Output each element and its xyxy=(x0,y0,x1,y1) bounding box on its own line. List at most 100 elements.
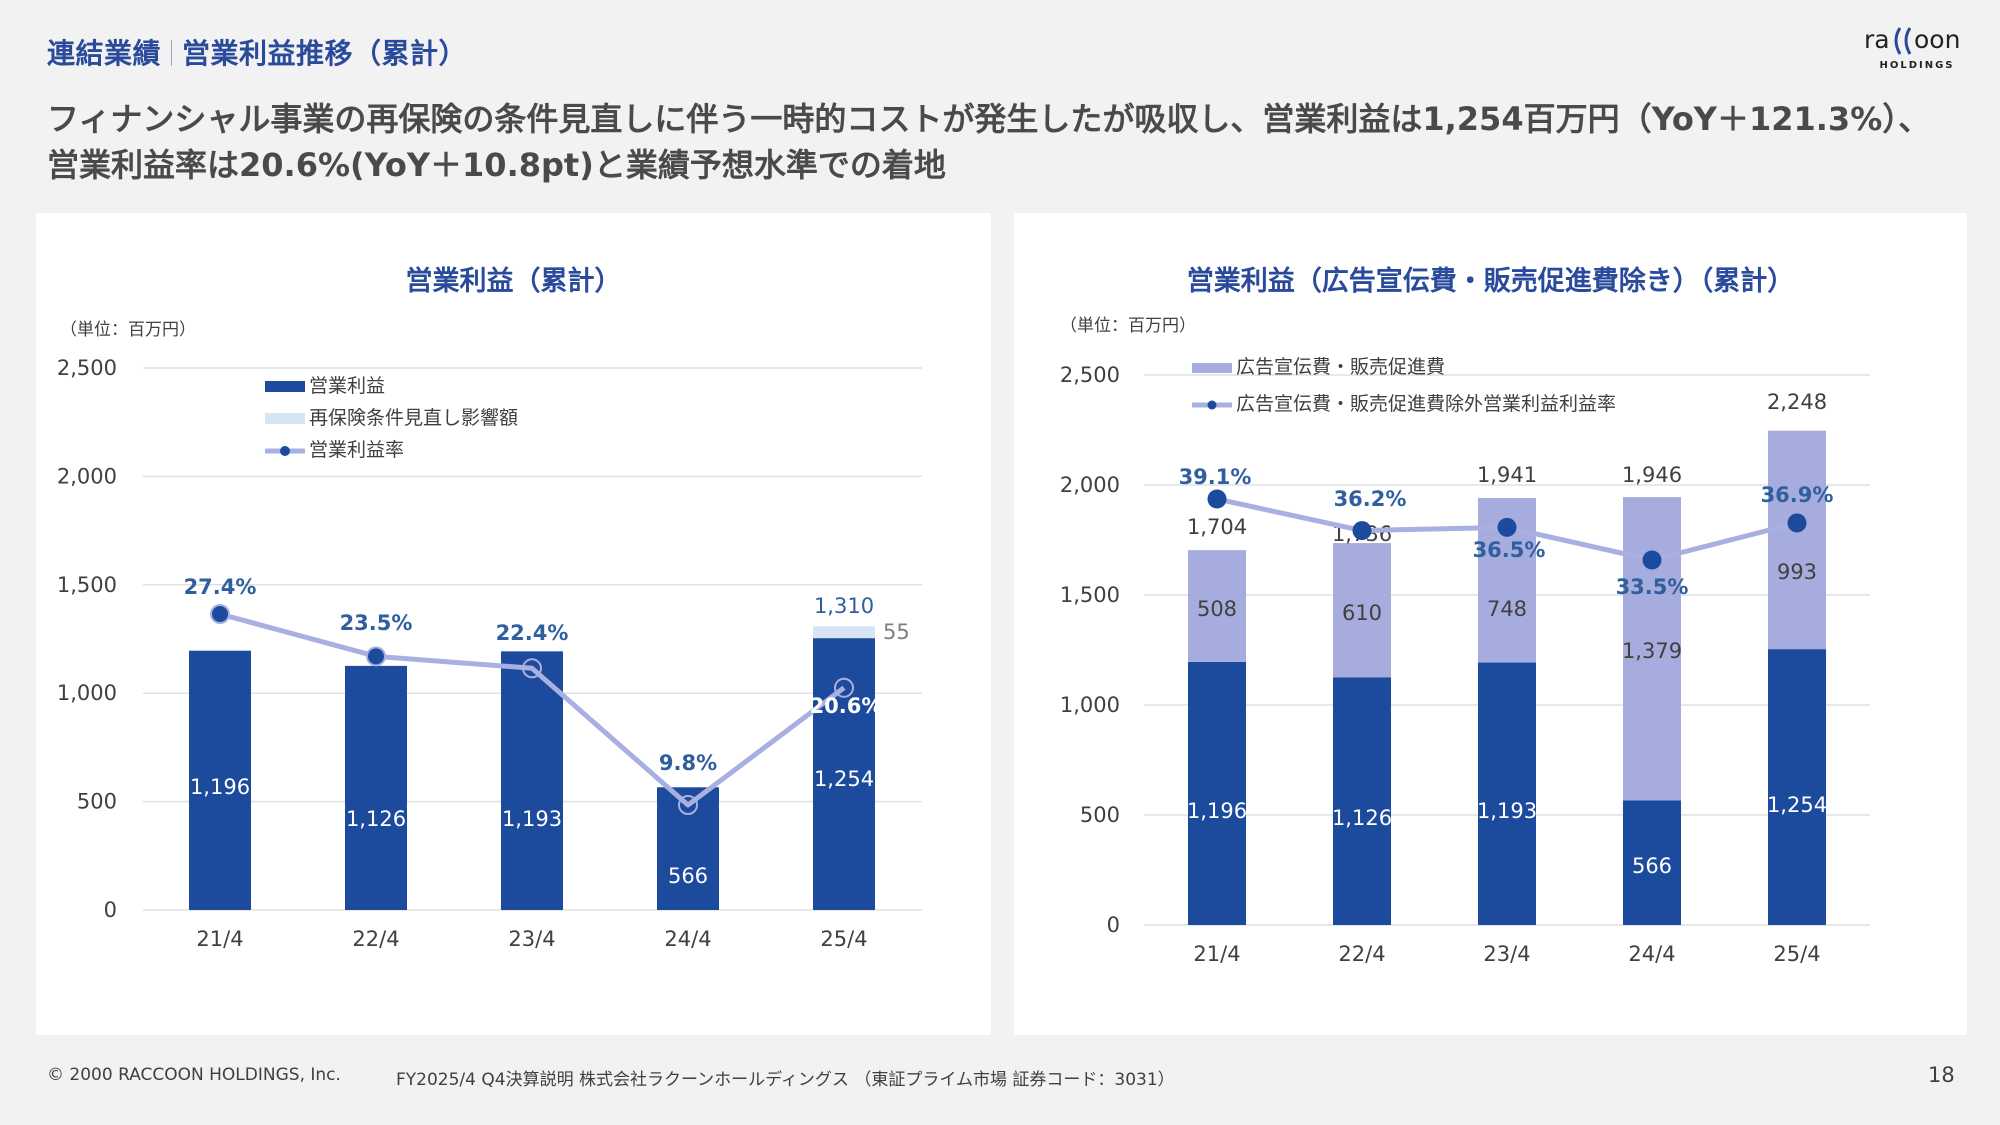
y-tick-label: 2,500 xyxy=(57,356,117,380)
logo-wordmark: ra oon xyxy=(1864,25,1960,55)
x-tick-label: 22/4 xyxy=(1338,942,1385,966)
y-tick-label: 2,000 xyxy=(57,464,117,488)
margin-data-label: 36.5% xyxy=(1473,538,1546,562)
stack-data-label: 508 xyxy=(1197,597,1237,621)
margin-marker xyxy=(522,658,542,679)
total-data-label: 1,946 xyxy=(1622,463,1682,487)
stack-data-label: 55 xyxy=(883,620,910,644)
legend-swatch-ad-cost xyxy=(1192,362,1232,373)
margin-data-label: 20.6% xyxy=(810,694,883,718)
footer-copyright: © 2000 RACCOON HOLDINGS, Inc. xyxy=(47,1065,341,1085)
x-tick-label: 21/4 xyxy=(196,927,243,951)
margin-marker xyxy=(834,677,854,698)
x-tick-label: 25/4 xyxy=(820,927,867,951)
bar-reinsurance-impact xyxy=(813,626,875,639)
unit-label: （単位：百万円） xyxy=(1060,316,1196,336)
title-separator xyxy=(171,40,173,66)
page-title: 営業利益推移（累計） xyxy=(182,37,468,70)
margin-marker xyxy=(1207,489,1227,509)
margin-data-label: 9.8% xyxy=(659,751,717,775)
bar-operating-profit xyxy=(501,651,563,910)
legend-operating-profit: 営業利益 xyxy=(265,371,385,398)
margin-marker xyxy=(210,604,230,624)
bar-data-label: 1,126 xyxy=(1332,806,1392,830)
bar-ad-cost xyxy=(1188,550,1246,662)
x-tick-label: 24/4 xyxy=(664,927,711,951)
bar-operating-profit xyxy=(813,638,875,910)
legend-swatch-reinsurance xyxy=(265,413,305,424)
page-number: 18 xyxy=(1928,1063,1955,1087)
footer-document: FY2025/4 Q4決算説明 株式会社ラクーンホールディングス （東証プライム… xyxy=(396,1070,1175,1090)
bar-data-label: 566 xyxy=(668,864,708,888)
bar-ad-cost xyxy=(1768,430,1826,650)
x-tick-label: 23/4 xyxy=(1483,942,1530,966)
y-tick-label: 1,500 xyxy=(1060,583,1120,607)
svg-text:ra: ra xyxy=(1864,25,1890,54)
bar-operating-profit xyxy=(1623,800,1681,925)
headline-line-2: 営業利益率は20.6%(YoY＋10.8pt)と業績予想水準での着地 xyxy=(47,146,946,184)
total-data-label: 2,248 xyxy=(1767,390,1827,414)
legend-reinsurance: 再保険条件見直し影響額 xyxy=(265,403,518,430)
bar-data-label: 1,193 xyxy=(502,807,562,831)
stack-data-label: 1,379 xyxy=(1622,639,1682,663)
bar-data-label: 1,196 xyxy=(190,775,250,799)
margin-data-label: 23.5% xyxy=(340,611,413,635)
margin-marker xyxy=(1642,550,1662,570)
bar-data-label: 566 xyxy=(1632,854,1672,878)
legend-swatch-bar xyxy=(265,381,305,392)
margin-data-label: 27.4% xyxy=(184,575,257,599)
y-tick-label: 2,000 xyxy=(1060,473,1120,497)
bar-operating-profit xyxy=(345,665,407,910)
bar-operating-profit xyxy=(1478,662,1536,925)
x-tick-label: 23/4 xyxy=(508,927,555,951)
operating-profit-excl-ad-panel: 営業利益（広告宣伝費・販売促進費除き）（累計） （単位：百万円） 0 500 1,0… xyxy=(1014,213,1967,1035)
margin-line xyxy=(219,611,846,808)
y-tick-label: 500 xyxy=(77,790,117,814)
unit-label: （単位：百万円） xyxy=(60,320,196,340)
margin-data-label: 36.2% xyxy=(1334,487,1407,511)
margin-marker xyxy=(1352,521,1372,541)
section-title: 連結業績 営業利益推移（累計） xyxy=(47,32,467,72)
bar-operating-profit xyxy=(1188,661,1246,925)
chart-title: 営業利益（累計） xyxy=(405,266,622,297)
bar-data-label: 1,196 xyxy=(1187,799,1247,823)
headline-line-1: フィナンシャル事業の再保険の条件見直しに伴う一時的コストが発生したが吸収し、営業… xyxy=(47,100,1931,138)
total-data-label: 1,310 xyxy=(814,594,874,618)
y-tick-label: 1,500 xyxy=(57,573,117,597)
headline: フィナンシャル事業の再保険の条件見直しに伴う一時的コストが発生したが吸収し、営業… xyxy=(47,96,1967,188)
x-tick-label: 22/4 xyxy=(352,927,399,951)
x-tick-label: 21/4 xyxy=(1193,942,1240,966)
total-data-label: 1,941 xyxy=(1477,463,1537,487)
bar-data-label: 1,254 xyxy=(814,767,874,791)
y-tick-label: 500 xyxy=(1080,803,1120,827)
margin-data-label: 22.4% xyxy=(496,621,569,645)
legend-ad-cost: 広告宣伝費・販売促進費 xyxy=(1192,352,1445,379)
margin-data-label: 39.1% xyxy=(1179,465,1252,489)
legend-line-marker-icon xyxy=(1192,400,1232,409)
operating-profit-chart: 0 500 1,000 1,500 2,000 2,500 21/4 22/4 23/4 24/4… xyxy=(57,356,922,951)
operating-profit-excl-ad-chart: 0 500 1,000 1,500 2,000 2,500 21/4 22/4 23/4 24/4… xyxy=(1060,363,1870,966)
margin-data-label: 36.9% xyxy=(1761,483,1834,507)
legend-line-marker-icon xyxy=(265,445,305,456)
x-tick-label: 25/4 xyxy=(1773,942,1820,966)
y-tick-label: 0 xyxy=(104,898,117,922)
y-tick-label: 2,500 xyxy=(1060,363,1120,387)
margin-marker xyxy=(678,795,698,815)
bar-ad-cost xyxy=(1623,497,1681,801)
bar-operating-profit xyxy=(1768,649,1826,925)
y-tick-label: 0 xyxy=(1107,913,1120,937)
bar-data-label: 1,193 xyxy=(1477,799,1537,823)
margin-marker xyxy=(1787,513,1807,533)
bar-data-label: 1,254 xyxy=(1767,793,1827,817)
bar-operating-profit xyxy=(657,787,719,910)
y-tick-label: 1,000 xyxy=(1060,693,1120,717)
bar-operating-profit xyxy=(1333,677,1391,925)
operating-profit-panel: 営業利益（累計） （単位：百万円） 0 500 1,000 1,500 2,000 2,5… xyxy=(36,213,991,1035)
svg-text:oon: oon xyxy=(1914,25,1960,54)
bar-data-label: 1,126 xyxy=(346,807,406,831)
logo-sub: HOLDINGS xyxy=(1879,60,1955,71)
stack-data-label: 993 xyxy=(1777,560,1817,584)
margin-marker xyxy=(1497,517,1517,537)
bar-operating-profit xyxy=(189,650,251,910)
chart-title: 営業利益（広告宣伝費・販売促進費除き）（累計） xyxy=(1186,266,1795,297)
